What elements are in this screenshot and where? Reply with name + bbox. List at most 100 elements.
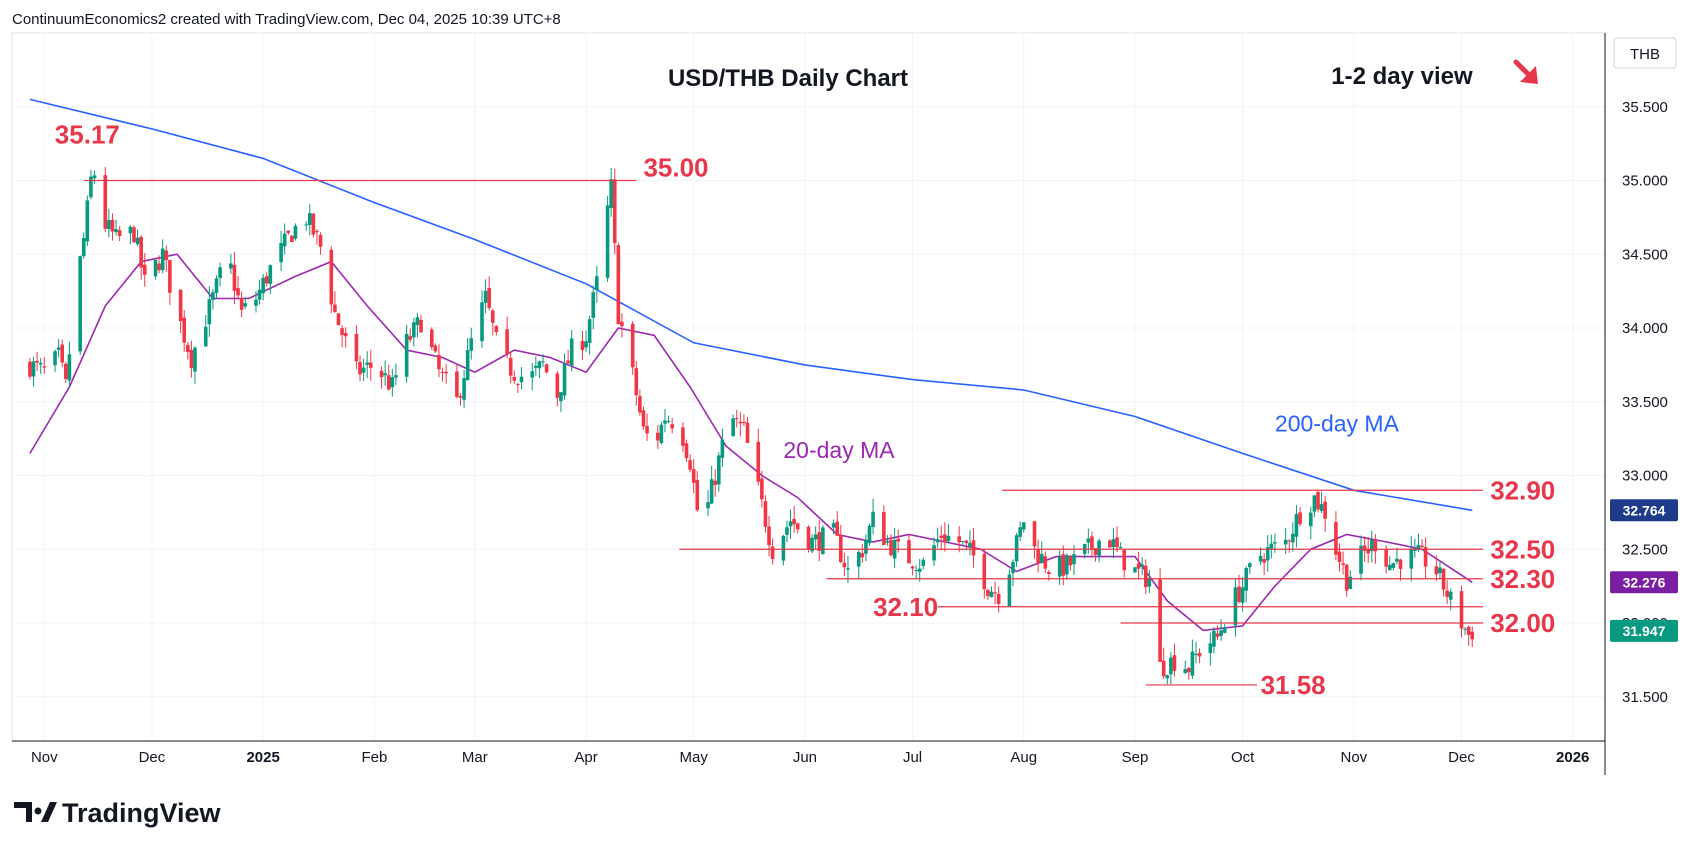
candle-body (860, 553, 865, 558)
candle-body (286, 230, 291, 233)
candle-body (885, 540, 890, 543)
candle-body (53, 351, 57, 366)
candle-body (394, 375, 398, 378)
candle-body (695, 480, 700, 511)
candle-body (494, 326, 499, 333)
candle-body (960, 541, 965, 543)
candle-body (444, 371, 448, 374)
plot-frame (11, 32, 1606, 742)
x-tick-label: Feb (361, 749, 387, 766)
currency-label: THB (1630, 46, 1660, 63)
candle-body (1219, 630, 1223, 637)
candle-body (1014, 535, 1019, 562)
candle-body (207, 299, 212, 325)
candle-body (1172, 655, 1177, 671)
candle-body (354, 333, 359, 362)
candle-body (1384, 549, 1388, 567)
candle-body (358, 362, 362, 375)
candle-body (813, 534, 818, 540)
candle-body (1111, 539, 1116, 547)
tradingview-logo[interactable]: TradingView (14, 798, 222, 828)
level-label: 35.00 (643, 153, 708, 183)
candle-body (666, 420, 671, 422)
candle-body (957, 536, 961, 543)
candle-body (458, 396, 463, 398)
candle-body (670, 424, 674, 429)
candle-body (257, 289, 262, 300)
candle-body (264, 276, 269, 284)
y-tick-label: 31.500 (1622, 689, 1668, 706)
candle-body (1147, 578, 1152, 587)
candle-body (821, 527, 825, 555)
candle-body (483, 290, 488, 303)
candle-body (117, 230, 122, 236)
candle-body (781, 535, 786, 561)
candle-body (28, 361, 32, 377)
price-tag-text: 32.764 (1623, 502, 1666, 518)
y-tick-label: 35.000 (1622, 173, 1668, 190)
candle-body (1359, 545, 1363, 574)
candle-body (1090, 536, 1094, 549)
x-tick-label: Dec (139, 749, 166, 766)
candle-body (1208, 643, 1213, 654)
candle-body (236, 288, 240, 296)
candle-body (1409, 548, 1414, 569)
candle-body (846, 568, 850, 570)
candle-body (480, 302, 484, 342)
candle-body (440, 372, 445, 374)
candle-body (336, 313, 341, 326)
candle-body (110, 219, 115, 232)
candle-body (1334, 522, 1338, 555)
candle-body (229, 263, 233, 269)
candle-body (1463, 628, 1467, 630)
candle-body (1423, 547, 1428, 567)
candle-body (713, 480, 718, 485)
candle-body (763, 501, 768, 527)
level-label: 32.90 (1490, 475, 1555, 505)
candle-body (60, 344, 65, 363)
x-tick-label: Jun (793, 749, 817, 766)
candle-body (964, 540, 969, 544)
candle-body (282, 233, 287, 247)
candle-body (1287, 540, 1292, 542)
candle-body (1248, 563, 1252, 568)
candle-body (1298, 512, 1302, 525)
candle-body (390, 377, 395, 388)
candle-body (218, 267, 222, 278)
candle-body (896, 538, 900, 542)
down-arrow-icon (1513, 59, 1538, 84)
currency-box[interactable]: THB (1613, 37, 1677, 69)
candle-body (996, 593, 1001, 605)
candle-body (993, 592, 997, 594)
candle-body (31, 361, 36, 377)
candle-body (178, 289, 183, 322)
candle-body (1395, 558, 1399, 562)
candle-body (232, 264, 237, 291)
x-tick-label: Mar (462, 749, 488, 766)
candle-body (1337, 551, 1342, 563)
candle-body (1047, 572, 1051, 574)
candle-body (1061, 554, 1066, 576)
candle-body (429, 329, 434, 348)
candle-body (214, 278, 219, 293)
candle-body (738, 421, 743, 424)
candle-body (157, 263, 161, 271)
candle-body (792, 518, 796, 525)
candle-body (734, 418, 739, 420)
candle-body (889, 539, 893, 556)
candle-body (92, 175, 97, 179)
candle-body (537, 361, 542, 369)
candle-body (1373, 539, 1378, 552)
candle-body (153, 259, 158, 277)
price-axis[interactable]: 35.500 35.000 34.500 34.000 33.500 33.000 32.5… (1622, 99, 1668, 706)
candle-body (1445, 590, 1449, 597)
candle-body (1434, 566, 1439, 575)
candle-body (831, 523, 836, 528)
candle-body (630, 323, 635, 368)
candle-body (1448, 591, 1453, 600)
time-axis[interactable]: Nov Dec 2025 Feb Mar Apr May Jun Jul Aug Sep Oct Nov… (31, 749, 1589, 766)
candle-body (512, 376, 517, 381)
candle-body (641, 410, 646, 427)
